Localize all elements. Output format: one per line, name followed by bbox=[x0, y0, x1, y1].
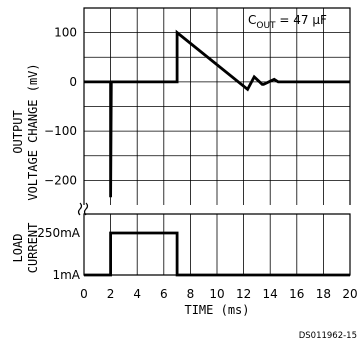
y-tick-label-100: 100 bbox=[54, 26, 77, 40]
figure-id: DS011962-15 bbox=[299, 331, 357, 341]
cout-sub: OUT bbox=[256, 21, 276, 31]
current-label-250: 250mA bbox=[37, 226, 81, 240]
y-axis-label-line2: VOLTAGE CHANGE (mV) bbox=[26, 63, 40, 200]
y-tick-label-0: 0 bbox=[69, 75, 77, 89]
y-tick-label--100: −100 bbox=[44, 124, 77, 138]
data-traces bbox=[84, 29, 350, 277]
load-current-trace bbox=[84, 231, 350, 277]
x-tick-label-6: 6 bbox=[160, 287, 168, 301]
top-panel-frame bbox=[83, 7, 351, 205]
x-tick-label-18: 18 bbox=[316, 287, 331, 301]
current-label-1: 1mA bbox=[52, 268, 80, 282]
cout-rest: = 47 μF bbox=[276, 13, 327, 27]
x-tick-label-16: 16 bbox=[289, 287, 304, 301]
x-tick-label-0: 0 bbox=[80, 287, 88, 301]
grid-lines bbox=[84, 8, 350, 275]
plot-frames bbox=[77, 7, 351, 276]
cout-annotation: COUT = 47 μF bbox=[248, 13, 327, 31]
axis-break-right bbox=[83, 202, 89, 216]
y-tick-label--200: −200 bbox=[44, 173, 77, 187]
x-tick-label-14: 14 bbox=[263, 287, 278, 301]
output-voltage-trace bbox=[84, 29, 350, 198]
x-tick-label-12: 12 bbox=[236, 287, 251, 301]
x-tick-label-2: 2 bbox=[107, 287, 115, 301]
x-tick-label-10: 10 bbox=[209, 287, 224, 301]
load-axis-label-line1: LOAD bbox=[11, 234, 25, 263]
load-axis-label-line2: CURRENT bbox=[26, 223, 40, 274]
tick-labels: 0 2 4 6 8 10 12 14 16 18 20 100 0 −100 −200 250mA 1mA bbox=[37, 26, 357, 301]
x-tick-label-20: 20 bbox=[342, 287, 357, 301]
y-axis-label-line1: OUTPUT bbox=[11, 110, 25, 153]
x-tick-label-8: 8 bbox=[187, 287, 195, 301]
cout-main: C bbox=[248, 13, 256, 27]
x-tick-label-4: 4 bbox=[133, 287, 141, 301]
axis-break-left bbox=[77, 202, 83, 216]
x-axis-label: TIME (ms) bbox=[184, 303, 249, 317]
